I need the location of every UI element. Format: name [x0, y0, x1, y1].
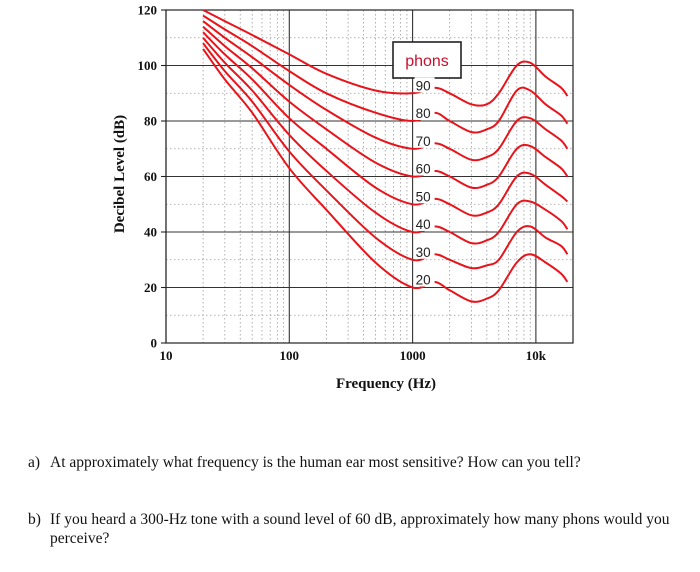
curve-label-bg — [414, 105, 435, 120]
y-tick-label: 100 — [138, 58, 158, 73]
legend: phons — [392, 41, 462, 79]
curve-label-50: 50 — [416, 189, 431, 204]
x-tick-label: 10k — [526, 348, 547, 363]
curve-label-70: 70 — [416, 134, 431, 149]
curve-90-phon — [202, 9, 569, 107]
curve-label-bg — [414, 243, 435, 259]
curve-30-phon — [202, 42, 569, 270]
curve-label-bg — [414, 160, 435, 176]
curve-label-60: 60 — [416, 162, 431, 177]
curve-label-bg — [414, 216, 435, 231]
y-axis-ticks: 0 20 40 60 80 100 120 — [138, 3, 166, 351]
curve-label-30: 30 — [416, 245, 431, 260]
curve-60-phon — [202, 25, 569, 190]
question-a-text: At approximately what frequency is the h… — [50, 454, 581, 471]
curve-label-80: 80 — [416, 106, 431, 121]
question-a: a) At approximately what frequency is the… — [28, 453, 688, 472]
x-axis-title: Frequency (Hz) — [336, 376, 436, 392]
curves — [202, 9, 569, 303]
x-tick-label: 1000 — [400, 348, 426, 363]
y-tick-label: 20 — [144, 280, 157, 295]
legend-title: phons — [405, 53, 449, 70]
y-tick-label: 60 — [144, 169, 157, 184]
y-axis-title: Decibel Level (dB) — [112, 115, 128, 233]
x-tick-label: 10 — [160, 348, 173, 363]
curve-label-20: 20 — [416, 273, 431, 288]
curve-label-bg — [414, 132, 435, 148]
curve-40-phon — [202, 37, 569, 245]
question-b-text: If you heard a 300-Hz tone with a sound … — [50, 511, 670, 547]
y-tick-label: 0 — [151, 336, 158, 351]
curve-label-bg — [414, 77, 435, 93]
equal-loudness-chart: 0 20 40 60 80 100 120 10 100 1000 10k phons 90 80 7… — [112, 3, 574, 392]
question-b: b) If you heard a 300-Hz tone with a soun… — [28, 510, 688, 548]
y-tick-label: 120 — [138, 3, 158, 18]
curve-label-bg — [414, 271, 435, 287]
curve-80-phon — [202, 14, 569, 134]
curve-label-bg — [414, 188, 435, 204]
question-a-letter: a) — [28, 454, 41, 471]
curve-label-90: 90 — [416, 78, 431, 93]
x-axis-ticks: 10 100 1000 10k — [160, 348, 547, 363]
y-tick-label: 80 — [144, 114, 157, 129]
curve-50-phon — [202, 31, 569, 217]
y-tick-label: 40 — [144, 225, 157, 240]
question-b-letter: b) — [28, 511, 41, 528]
curve-20-phon — [202, 48, 569, 303]
x-tick-label: 100 — [280, 348, 300, 363]
curve-labels: 90 80 70 60 50 40 30 20 — [414, 77, 435, 288]
grid — [165, 9, 574, 343]
curve-70-phon — [202, 20, 569, 162]
curve-label-40: 40 — [416, 217, 431, 232]
